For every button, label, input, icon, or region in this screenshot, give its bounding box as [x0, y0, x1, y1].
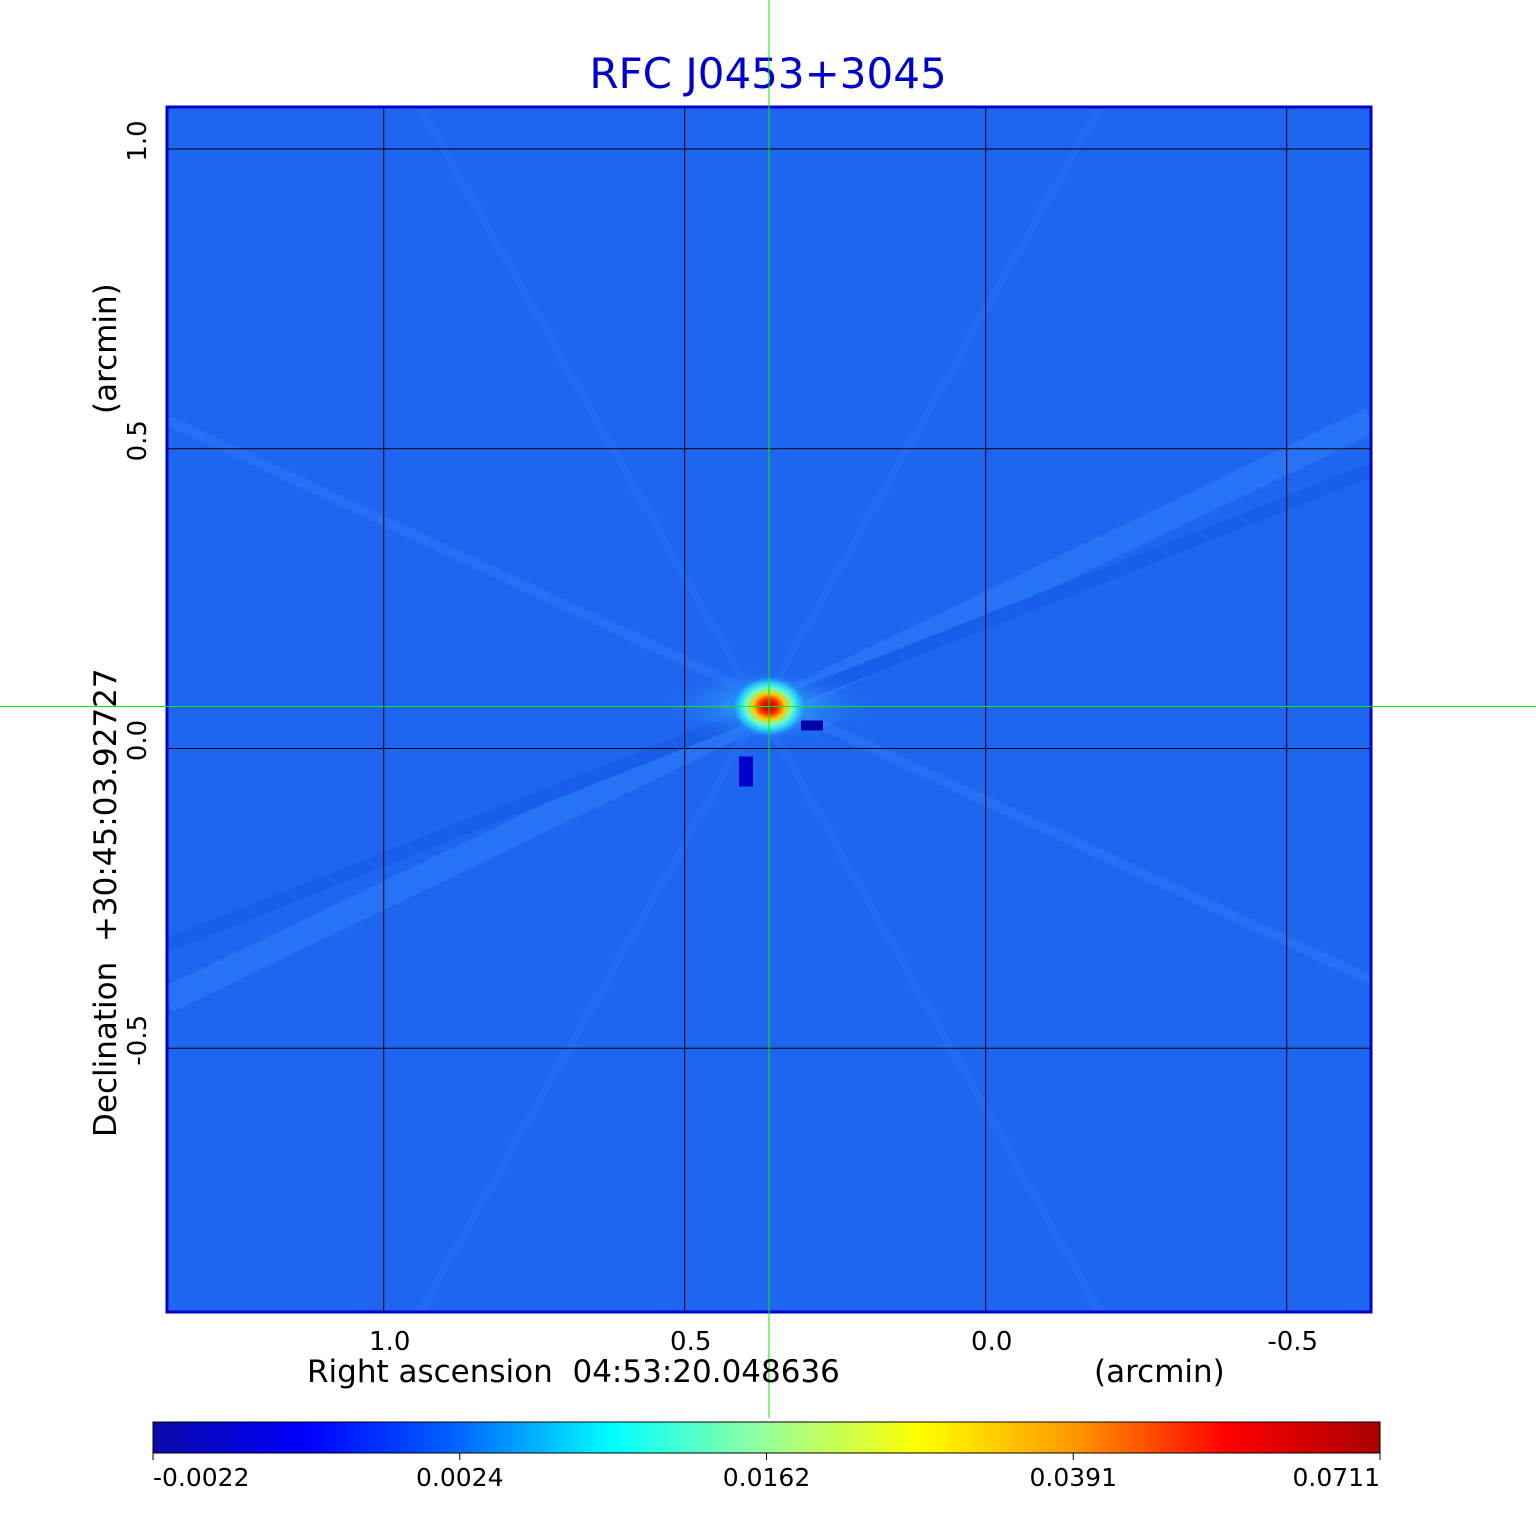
grid-vertical — [383, 107, 1288, 1312]
y-tick-label: 0.0 — [123, 720, 153, 761]
negative-artifact-2 — [801, 720, 823, 731]
x-tick-label: 0.5 — [670, 1327, 711, 1357]
y-tick-label: -0.5 — [123, 1015, 153, 1066]
x-tick-label: 1.0 — [369, 1327, 410, 1357]
y-axis-unit: (arcmin) — [88, 283, 124, 414]
y-tick-label: 0.5 — [123, 420, 153, 461]
colorbar — [152, 1421, 1381, 1454]
x-axis-unit: (arcmin) — [1094, 1354, 1225, 1390]
x-tick-label: 0.0 — [971, 1327, 1012, 1357]
y-tick-labels: 1.0 0.5 0.0 -0.5 — [123, 120, 153, 1065]
x-tick-labels: 1.0 0.5 0.0 -0.5 — [369, 1327, 1318, 1357]
colorbar-tick-labels: -0.0022 0.0024 0.0162 0.0391 0.0711 — [152, 1453, 1381, 1492]
colorbar-tick-label: 0.0391 — [1030, 1463, 1117, 1492]
colorbar-tick-label: -0.0022 — [153, 1463, 250, 1492]
y-axis-label: Declination +30:45:03.92727 — [88, 668, 124, 1137]
colorbar-tick-label: 0.0711 — [1293, 1463, 1380, 1492]
x-axis-label: Right ascension 04:53:20.048636 — [307, 1354, 840, 1390]
y-tick-label: 1.0 — [123, 120, 153, 161]
negative-artifact-1 — [739, 756, 753, 787]
x-tick-label: -0.5 — [1267, 1327, 1318, 1357]
colorbar-tick-label: 0.0024 — [416, 1463, 503, 1492]
chart-title: RFC J0453+3045 — [589, 49, 946, 98]
colorbar-tick-label: 0.0162 — [723, 1463, 810, 1492]
